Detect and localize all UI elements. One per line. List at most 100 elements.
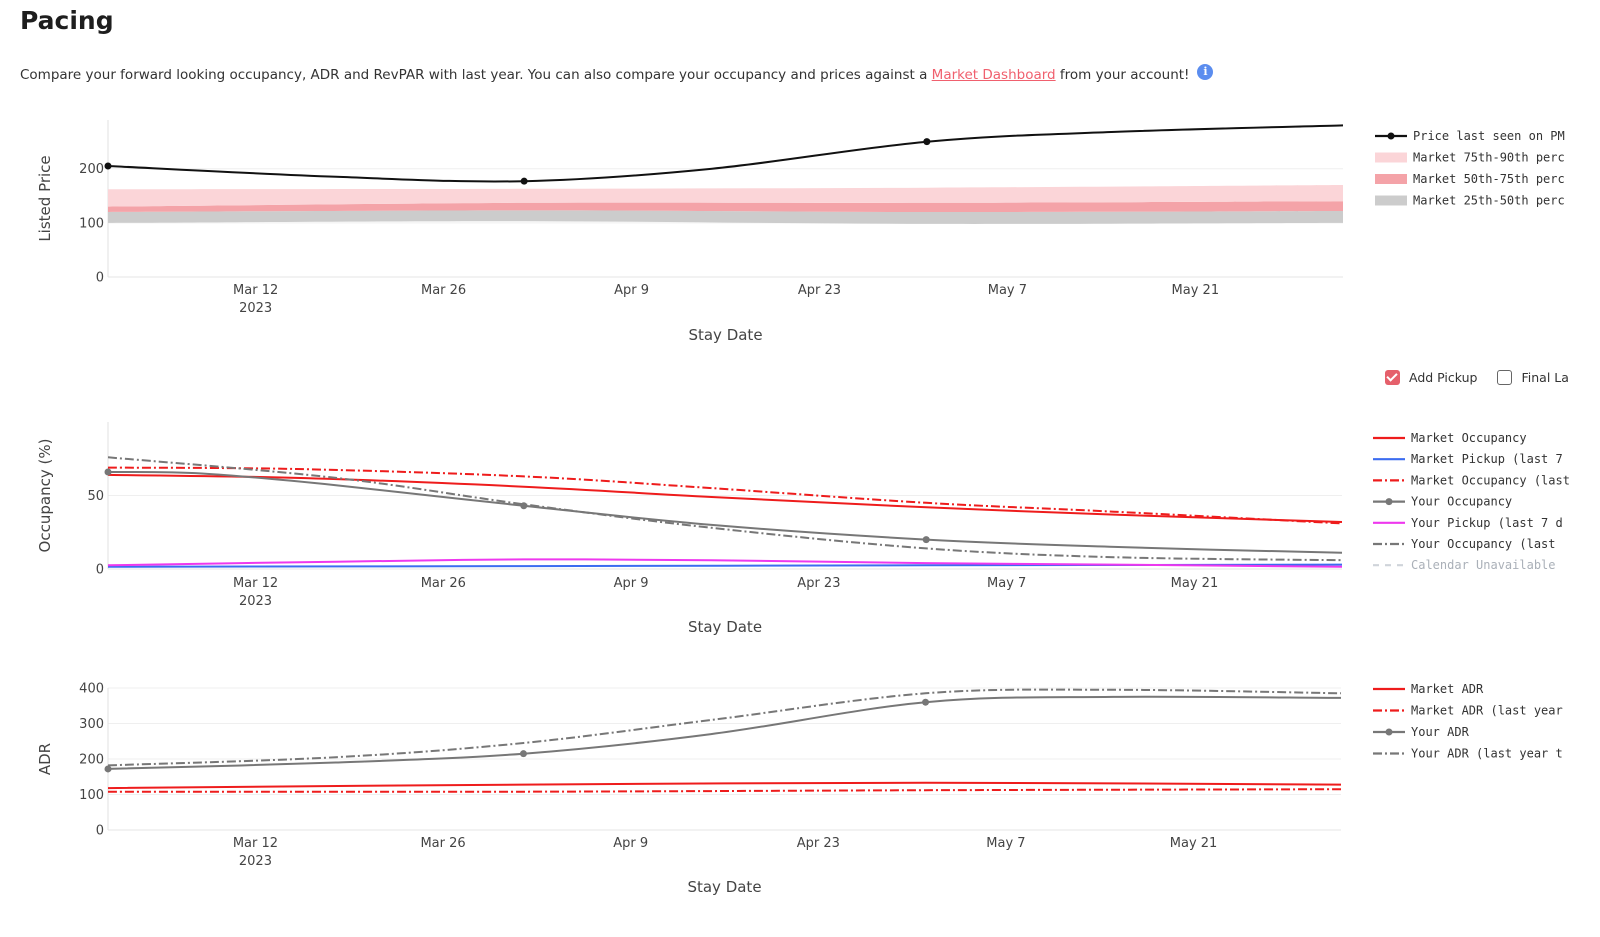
adr-y-tick-label: 0 [96,824,104,839]
occupancy-legend-label: Your Occupancy (last [1411,537,1556,551]
occupancy-x-tick-label: Apr 9 [614,576,649,591]
listed-price-x-tick-year: 2023 [239,301,272,316]
adr-x-tick-label: May 7 [986,836,1025,851]
occupancy-series-line-5 [108,456,1342,562]
market-dashboard-link[interactable]: Market Dashboard [931,67,1056,83]
final-toggle[interactable]: Final La [1497,370,1569,385]
listed-price-legend: Price last seen on PM Market 75th-90th pe… [1375,129,1565,208]
adr-series-line-0 [108,781,1341,790]
listed-price-y-tick-label: 100 [79,216,104,231]
add-pickup-label: Add Pickup [1409,370,1478,385]
occupancy-series-line-4 [108,558,1342,568]
occupancy-legend-item[interactable]: Calendar Unavailable [1373,558,1556,572]
occupancy-legend-label: Your Occupancy [1411,495,1512,509]
occupancy-legend: Market Occupancy Market Pickup (last 7 Mar… [1373,431,1570,572]
listed-price-x-tick-label: Apr 9 [614,283,649,298]
listed-price-series-point-0 [923,138,931,146]
adr-legend-item[interactable]: Market ADR (last year [1373,704,1563,718]
add-pickup-toggle[interactable]: Add Pickup [1385,370,1478,385]
listed-price-x-tick-label: May 21 [1172,283,1220,298]
adr-y-axis-title: ADR [36,743,54,775]
occupancy-legend-label: Your Pickup (last 7 d [1411,516,1563,530]
occupancy-legend-label: Market Occupancy (last [1411,473,1570,487]
listed-price-band-1 [108,201,1343,213]
occupancy-legend-label: Calendar Unavailable [1411,558,1556,572]
adr-legend-label: Market ADR (last year [1411,704,1563,718]
occupancy-legend-item[interactable]: Your Pickup (last 7 d [1373,516,1563,530]
listed-price-y-tick-label: 200 [79,162,104,177]
adr-legend-item[interactable]: Market ADR [1373,682,1484,696]
occupancy-series-line-2 [108,466,1342,525]
listed-price-legend-swatch [1375,152,1407,163]
occupancy-x-tick-label: May 21 [1171,576,1219,591]
occupancy-legend-item[interactable]: Your Occupancy [1373,495,1512,509]
occupancy-x-tick-label: Mar 12 [233,576,278,591]
adr-legend-label: Your ADR [1411,725,1470,739]
chart-toggles: Add Pickup Final La [1385,370,1600,394]
adr-x-tick-label: Apr 9 [613,836,648,851]
adr-x-tick-label: May 21 [1170,836,1218,851]
adr-x-axis-title: Stay Date [687,878,761,896]
adr-series-line-1 [108,788,1341,793]
occupancy-x-tick-label: May 7 [987,576,1026,591]
adr-series-point-2 [104,765,112,773]
occupancy-legend-item[interactable]: Market Pickup (last 7 [1373,452,1563,466]
adr-series-line-2 [108,695,1341,770]
occupancy-x-tick-label: Mar 26 [421,576,466,591]
occupancy-y-axis-title: Occupancy (%) [36,439,54,553]
listed-price-legend-label: Market 25th-50th perc [1413,194,1565,208]
listed-price-legend-label: Price last seen on PM [1413,129,1565,143]
final-checkbox[interactable] [1497,370,1513,385]
listed-price-legend-item[interactable]: Market 25th-50th perc [1375,194,1565,208]
listed-price-legend-label: Market 50th-75th perc [1413,172,1565,186]
occupancy-x-axis-title: Stay Date [688,618,762,636]
listed-price-x-tick-label: Mar 12 [233,283,278,298]
occupancy-series-line-0 [108,473,1342,523]
intro-text-after: from your account! [1055,67,1190,83]
listed-price-y-axis-title: Listed Price [36,155,54,241]
final-label: Final La [1521,370,1569,385]
listed-price-chart: 0 100 200 Mar 12 2023 Mar 26 Apr 9 Apr 23 May 7 M… [36,120,1565,344]
occupancy-legend-item[interactable]: Your Occupancy (last [1373,537,1556,551]
occupancy-legend-item[interactable]: Market Occupancy (last [1373,473,1570,487]
listed-price-x-tick-label: May 7 [988,283,1027,298]
occupancy-x-tick-year: 2023 [239,594,272,609]
listed-price-x-tick-label: Apr 23 [798,283,841,298]
listed-price-series-line-0 [108,124,1343,183]
adr-legend-item[interactable]: Your ADR (last year t [1373,747,1563,761]
listed-price-legend-item[interactable]: Price last seen on PM [1375,129,1565,143]
occupancy-y-tick-label: 50 [87,489,104,504]
adr-series-point-2 [519,750,527,758]
adr-y-tick-label: 200 [79,753,104,768]
adr-x-tick-label: Mar 12 [233,836,278,851]
listed-price-x-axis-title: Stay Date [688,326,762,344]
adr-legend: Market ADR Market ADR (last year Your ADR Y… [1373,682,1563,761]
adr-chart: 0 100 200 300 400 Mar 12 2023 Mar 26 Apr 9 Apr 23… [36,682,1563,897]
listed-price-band-0 [108,210,1343,224]
listed-price-legend-swatch [1375,195,1407,206]
adr-x-tick-label: Apr 23 [797,836,840,851]
adr-series-line-3 [108,688,1341,767]
occupancy-series-line-3 [108,470,1342,554]
listed-price-series-point-0 [104,162,112,170]
listed-price-legend-marker [1387,132,1395,140]
occupancy-series-point-3 [520,502,528,510]
add-pickup-checkbox[interactable] [1385,370,1400,385]
occupancy-x-tick-label: Apr 23 [797,576,840,591]
adr-x-tick-label: Mar 26 [420,836,465,851]
adr-y-tick-label: 100 [79,788,104,803]
listed-price-legend-item[interactable]: Market 50th-75th perc [1375,172,1565,186]
listed-price-legend-item[interactable]: Market 75th-90th perc [1375,151,1565,165]
adr-series-point-2 [922,698,930,706]
occupancy-series-point-3 [922,536,930,544]
occupancy-legend-marker [1385,498,1393,506]
intro-text-before: Compare your forward looking occupancy, … [20,67,932,83]
listed-price-legend-label: Market 75th-90th perc [1413,151,1565,165]
occupancy-legend-item[interactable]: Market Occupancy [1373,431,1527,445]
adr-y-tick-label: 400 [79,682,104,697]
info-icon[interactable]: i [1197,64,1214,80]
adr-legend-item[interactable]: Your ADR [1373,725,1470,739]
listed-price-series-point-0 [520,177,528,185]
intro-text: Compare your forward looking occupancy, … [20,64,1214,83]
adr-y-tick-label: 300 [79,717,104,732]
